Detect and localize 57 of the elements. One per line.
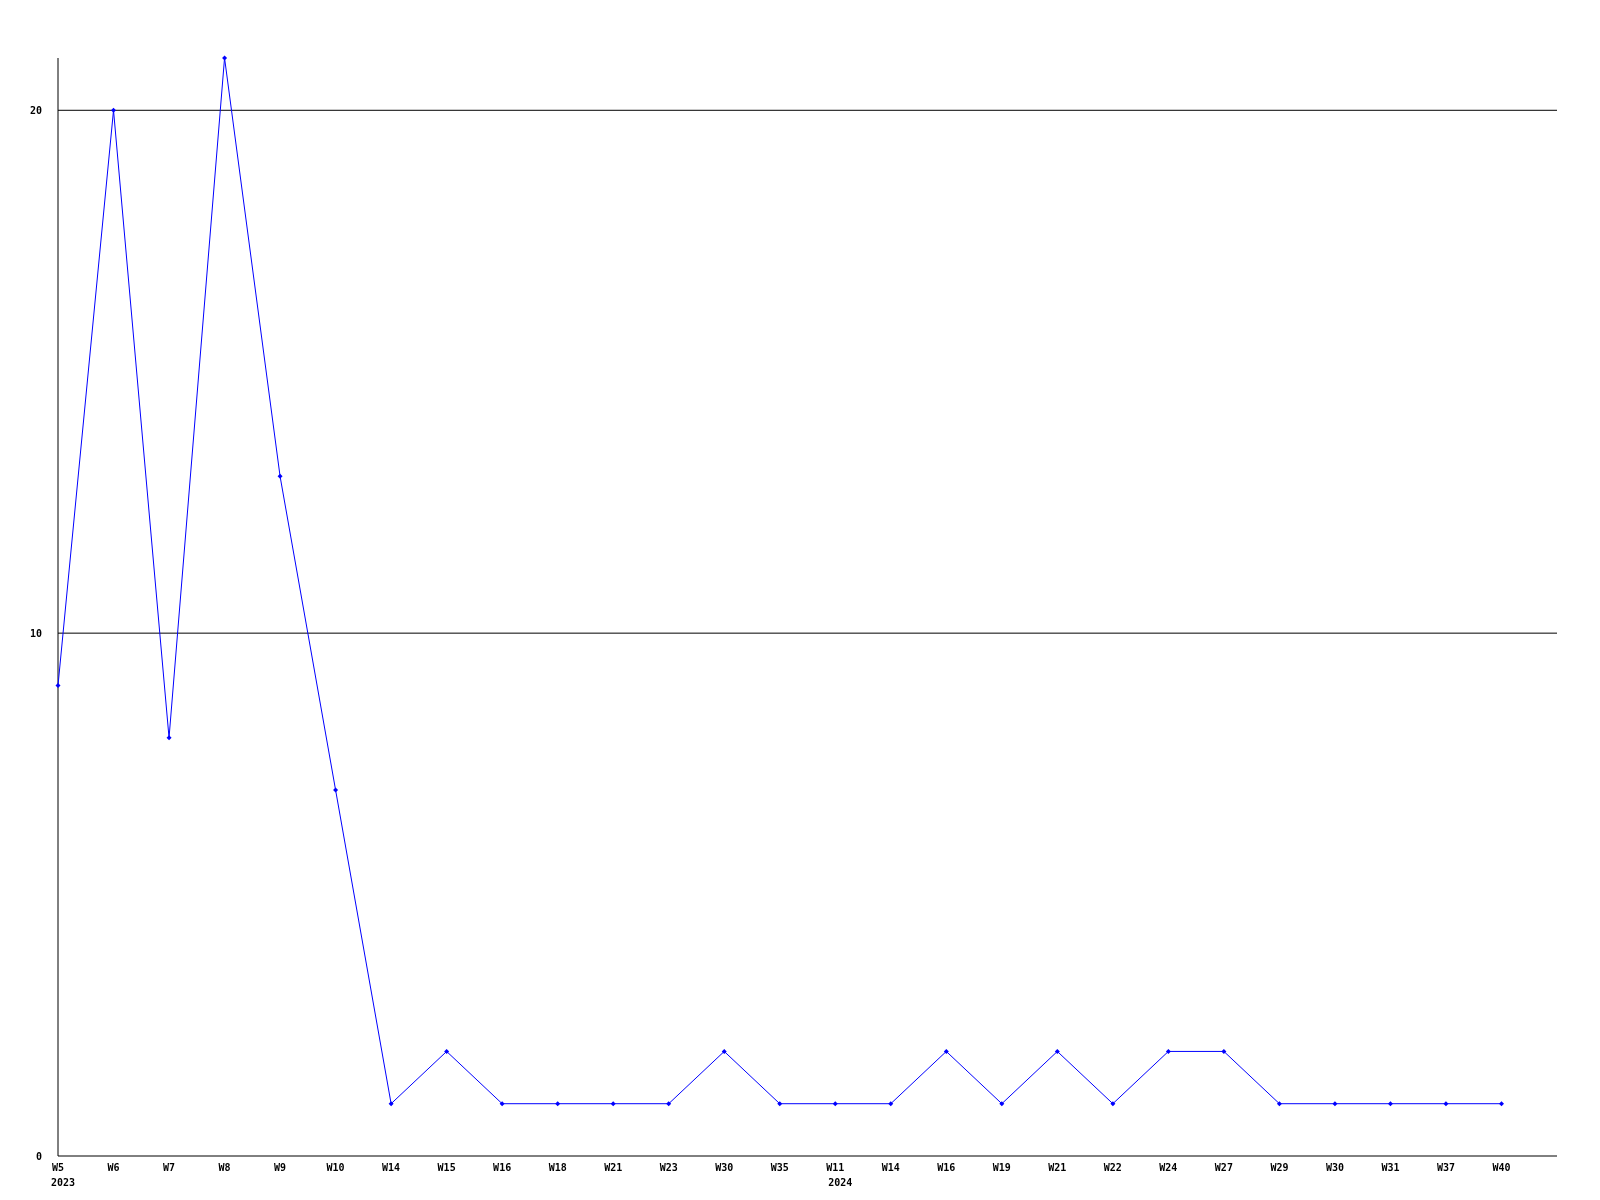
x-tick-label: W31	[1381, 1162, 1400, 1173]
point	[832, 1101, 838, 1107]
x-tick-label: W24	[1159, 1162, 1178, 1173]
x-tick-label: W30	[715, 1162, 734, 1173]
x-tick-label: W5 2023	[50, 1162, 76, 1188]
point	[943, 1048, 949, 1054]
x-tick-label: W23	[659, 1162, 678, 1173]
point	[1443, 1101, 1449, 1107]
point	[1165, 1048, 1171, 1054]
x-tick-label: W21	[1048, 1162, 1067, 1173]
y-tick-label: 10	[29, 627, 42, 639]
x-tick-label: W35	[770, 1162, 789, 1173]
point	[499, 1101, 505, 1107]
point	[721, 1048, 727, 1054]
point	[1054, 1048, 1060, 1054]
x-tick-label: W22	[1103, 1162, 1122, 1173]
x-tick-label: W16	[937, 1162, 956, 1173]
point	[999, 1101, 1005, 1107]
point	[1332, 1101, 1338, 1107]
point	[666, 1101, 672, 1107]
x-tick-label: W40	[1492, 1162, 1511, 1173]
point	[166, 735, 172, 741]
x-tick-label: W37	[1436, 1162, 1455, 1173]
x-tick-label: W14	[881, 1162, 900, 1173]
point	[111, 107, 117, 113]
x-tick-label: W9	[274, 1162, 287, 1173]
point	[1498, 1101, 1504, 1107]
point	[388, 1101, 394, 1107]
point	[444, 1048, 450, 1054]
x-tick-label: W18	[548, 1162, 567, 1173]
x-tick-label: W16	[493, 1162, 512, 1173]
point	[555, 1101, 561, 1107]
point	[888, 1101, 894, 1107]
point	[1276, 1101, 1282, 1107]
x-tick-label: W15	[437, 1162, 456, 1173]
x-tick-label: W19	[992, 1162, 1011, 1173]
x-tick-label: W8	[218, 1162, 231, 1173]
y-tick-label: 20	[29, 104, 42, 116]
point	[610, 1101, 616, 1107]
x-tick-label: W27	[1214, 1162, 1233, 1173]
y-tick-label: 0	[35, 1150, 42, 1162]
point	[1387, 1101, 1393, 1107]
point	[333, 787, 339, 793]
x-tick-label: W6	[107, 1162, 120, 1173]
point	[1110, 1101, 1116, 1107]
point	[777, 1101, 783, 1107]
point	[55, 682, 61, 688]
x-tick-label: W30	[1325, 1162, 1344, 1173]
x-tick-label: W21	[604, 1162, 623, 1173]
point	[222, 55, 228, 61]
point	[277, 473, 283, 479]
x-tick-label: W14	[382, 1162, 401, 1173]
x-tick-label: W10	[326, 1162, 345, 1173]
x-tick-label: W29	[1270, 1162, 1289, 1173]
x-tick-label: W7	[163, 1162, 176, 1173]
point	[1221, 1048, 1227, 1054]
x-tick-label: W11 2024	[826, 1162, 853, 1188]
